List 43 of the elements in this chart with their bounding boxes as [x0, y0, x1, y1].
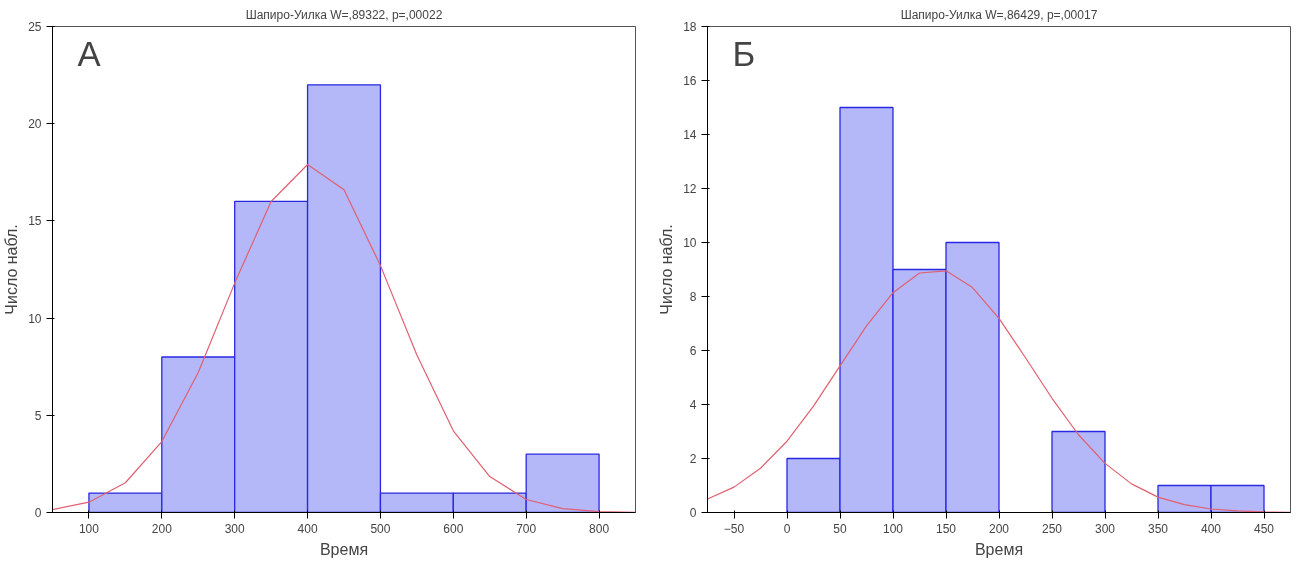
y-tick-label: 10 — [28, 311, 42, 326]
y-tick-label: 10 — [683, 236, 697, 250]
y-tick-label: 0 — [689, 506, 697, 520]
x-axis-title: Время — [974, 540, 1024, 558]
x-tick-label: 0 — [783, 521, 791, 536]
annotation: Б — [732, 34, 756, 73]
x-tick-label: 200 — [151, 521, 173, 536]
y-tick-label: 2 — [689, 452, 697, 466]
x-tick-label: 350 — [1147, 521, 1169, 536]
x-tick-label: 800 — [589, 521, 610, 536]
y-tick-label: 15 — [28, 214, 42, 229]
y-tick-label: 6 — [689, 344, 697, 358]
x-tick-label: 250 — [1041, 521, 1063, 536]
x-tick-label: 400 — [1200, 521, 1222, 536]
y-axis-title: Число набл. — [658, 224, 676, 315]
y-tick-label: 4 — [689, 398, 697, 412]
x-tick-label: −50 — [723, 521, 745, 536]
x-tick-label: 300 — [1094, 521, 1116, 536]
x-axis-title: Время — [319, 540, 369, 558]
x-tick-label: 450 — [1253, 521, 1275, 536]
y-axis-title: Число набл. — [3, 224, 21, 315]
y-tick-label: 14 — [683, 128, 697, 142]
x-tick-label: 500 — [370, 521, 391, 536]
x-tick-label: 50 — [833, 521, 847, 536]
x-tick-label: 150 — [935, 521, 957, 536]
chart-title: Шапиро-Уилка W=,86429, p=,00017 — [900, 7, 1098, 22]
x-tick-label: 400 — [297, 521, 318, 536]
y-tick-label: 8 — [689, 290, 697, 304]
x-tick-label: 300 — [224, 521, 246, 536]
y-tick-label: 5 — [34, 408, 42, 423]
annotation: А — [77, 34, 102, 73]
y-tick-label: 18 — [683, 20, 697, 34]
x-tick-label: 100 — [78, 521, 100, 536]
x-tick-label: 100 — [882, 521, 904, 536]
x-tick-label: 700 — [516, 521, 537, 536]
x-tick-label: 200 — [988, 521, 1010, 536]
y-tick-label: 25 — [28, 20, 42, 34]
chart-title: Шапиро-Уилка W=,89322, p=,00022 — [245, 7, 443, 22]
y-tick-label: 16 — [683, 74, 697, 88]
y-tick-label: 20 — [28, 117, 42, 132]
x-tick-label: 600 — [443, 521, 464, 536]
y-tick-label: 12 — [683, 182, 697, 196]
y-tick-label: 0 — [34, 506, 42, 520]
